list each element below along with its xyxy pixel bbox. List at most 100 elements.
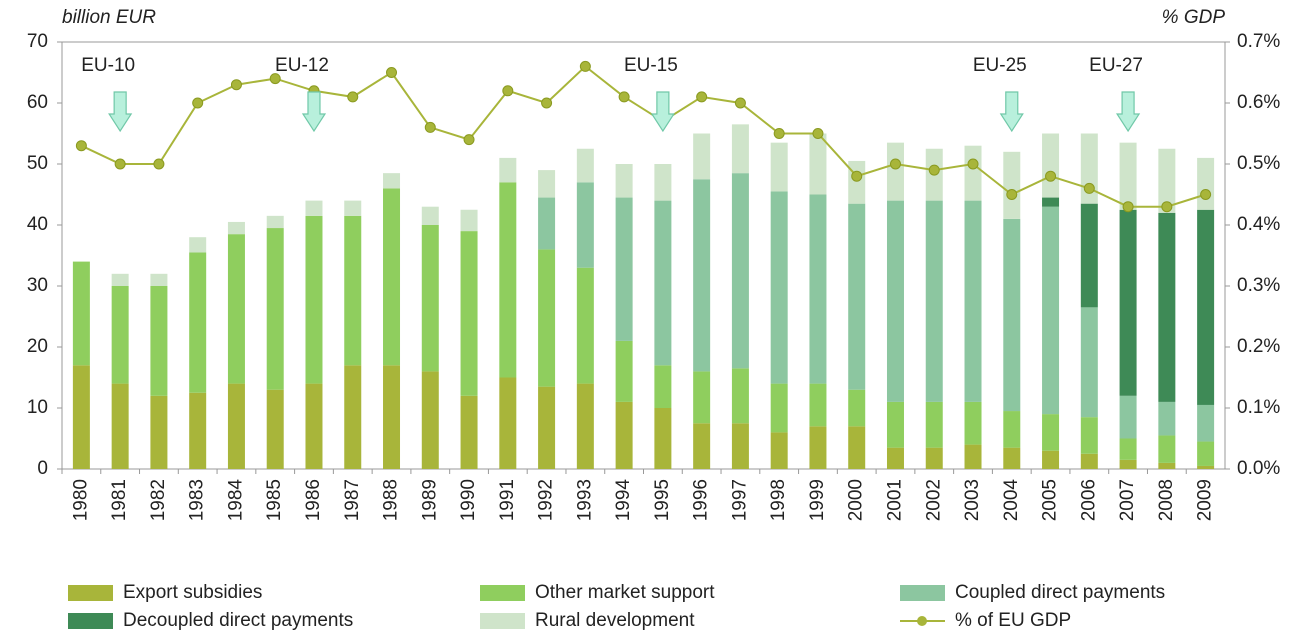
x-tick-label: 1990: [458, 479, 479, 521]
x-tick-label: 2006: [1078, 479, 1099, 521]
y2-tick-label: 0.0%: [1237, 458, 1280, 479]
x-tick-label: 1980: [70, 479, 91, 521]
x-tick-label: 1988: [381, 479, 402, 521]
bar-segment: [770, 142, 788, 192]
x-tick-label: 2004: [1001, 479, 1022, 522]
y2-tick-label: 0.1%: [1237, 397, 1280, 418]
bar-segment: [305, 383, 323, 469]
line-marker: [1083, 182, 1095, 194]
arrow: [301, 91, 327, 133]
line-marker: [889, 158, 901, 170]
bar-segment: [189, 237, 207, 253]
line-marker: [502, 85, 514, 97]
x-tick-label: 1985: [264, 479, 285, 521]
y-tick-label: 60: [27, 92, 48, 113]
bar-segment: [150, 273, 168, 286]
bar-segment: [615, 197, 633, 341]
bar-segment: [1042, 450, 1060, 469]
x-tick-label: 2000: [846, 479, 867, 521]
x-tick-label: 2003: [962, 479, 983, 521]
bar-segment: [964, 145, 982, 201]
y-tick-label: 40: [27, 214, 48, 235]
y2-tick-label: 0.4%: [1237, 214, 1280, 235]
bar-segment: [111, 383, 129, 469]
arrow: [650, 91, 675, 133]
bar-segment: [654, 164, 672, 201]
y-tick-label: 50: [27, 153, 48, 174]
bar-segment: [1158, 148, 1176, 213]
x-tick-label: 1998: [768, 479, 789, 521]
bar-segment: [848, 203, 866, 390]
arrow: [1115, 91, 1141, 133]
line-marker: [153, 158, 165, 170]
bar-segment: [421, 371, 439, 469]
bar-segment: [886, 401, 904, 448]
bar-segment: [654, 200, 672, 366]
line-marker: [541, 97, 553, 109]
bar-segment: [1197, 404, 1215, 442]
bar-segment: [731, 173, 749, 369]
line-marker: [618, 91, 630, 103]
bar-segment: [1003, 218, 1021, 412]
bar-segment: [925, 200, 943, 402]
x-tick-label: 1989: [419, 479, 440, 521]
bar-segment: [460, 231, 478, 396]
bar-segment: [344, 215, 362, 366]
bar-segment: [886, 200, 904, 402]
bar-segment: [576, 383, 594, 469]
line-marker: [1200, 189, 1212, 200]
bar-segment: [1158, 435, 1176, 463]
legend-label: Decoupled direct payments: [123, 610, 353, 631]
bar-segment: [1197, 209, 1215, 405]
line-marker: [386, 67, 398, 78]
line-marker: [579, 60, 591, 72]
bar-segment: [654, 365, 672, 408]
x-tick-label: 1992: [536, 479, 557, 521]
legend-swatch: [900, 585, 945, 601]
bar-segment: [1080, 203, 1098, 308]
line-marker: [347, 91, 359, 103]
bar-segment: [189, 252, 207, 393]
y-tick-label: 30: [27, 275, 48, 296]
bar-segment: [1119, 459, 1137, 469]
bar-segment: [499, 377, 517, 469]
x-tick-label: 1984: [225, 479, 246, 522]
bar-segment: [421, 225, 439, 372]
bar-segment: [111, 286, 129, 384]
bar-segment: [344, 365, 362, 469]
bar-segment: [1119, 395, 1137, 439]
bar-segment: [654, 408, 672, 469]
bar-segment: [266, 228, 284, 390]
y-tick-label: 20: [27, 336, 48, 357]
bar-segment: [1042, 206, 1060, 415]
line-marker: [230, 79, 242, 91]
bar-segment: [72, 365, 90, 469]
x-tick-label: 2002: [923, 479, 944, 521]
legend-marker: [917, 616, 927, 626]
y2-tick-label: 0.6%: [1237, 92, 1280, 113]
annotation: EU-10: [81, 55, 135, 76]
bar-segment: [1003, 447, 1021, 469]
bar-segment: [1003, 411, 1021, 448]
bar-segment: [848, 160, 866, 204]
bar-segment: [693, 423, 711, 469]
bar-segment: [383, 173, 401, 189]
bar-segment: [189, 392, 207, 469]
line-marker: [1122, 201, 1134, 213]
line-marker: [967, 158, 979, 170]
y-tick-label: 0: [37, 458, 48, 479]
bar-segment: [499, 157, 517, 183]
bar-segment: [227, 234, 245, 384]
bar-segment: [925, 401, 943, 448]
bar-segment: [1003, 151, 1021, 219]
bar-segment: [1042, 197, 1060, 207]
line: [80, 65, 1206, 208]
bar-segment: [925, 447, 943, 469]
bar-segment: [964, 401, 982, 445]
bar-segment: [770, 383, 788, 433]
bar-segment: [305, 215, 323, 384]
x-tick-label: 2009: [1195, 479, 1216, 521]
bar-segment: [1042, 414, 1060, 451]
y2-tick-label: 0.5%: [1237, 153, 1280, 174]
